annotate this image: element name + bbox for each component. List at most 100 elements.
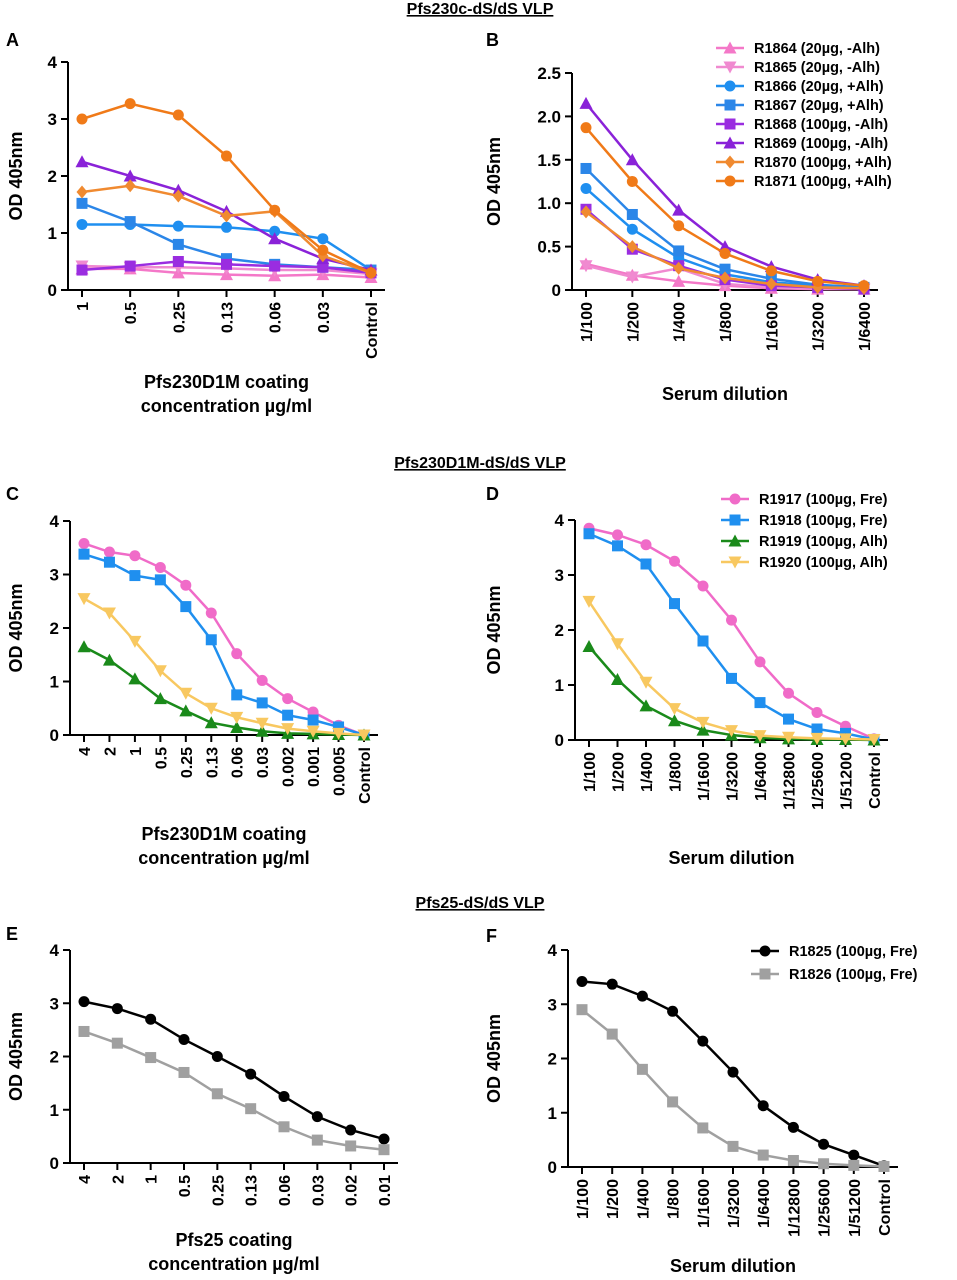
marker: [256, 674, 268, 686]
y-tick-label: 1: [50, 1101, 59, 1120]
x-tick-label: 1/100: [582, 752, 599, 792]
marker: [378, 1133, 390, 1145]
marker: [818, 1158, 830, 1170]
marker: [727, 1140, 739, 1152]
marker: [102, 607, 116, 620]
marker: [111, 1037, 123, 1049]
marker: [612, 529, 623, 541]
marker: [580, 122, 592, 134]
marker: [582, 640, 596, 652]
x-tick-label: 1/400: [672, 302, 689, 342]
x-tick-label: 1/400: [635, 1179, 652, 1219]
marker: [124, 216, 136, 228]
legend-label: R1919 (100µg, Alh): [759, 534, 888, 550]
legend-label: R1920 (100µg, Alh): [759, 555, 888, 571]
y-tick-label: 1: [555, 676, 564, 695]
marker: [667, 1096, 679, 1108]
x-tick-label: 0.25: [210, 1175, 227, 1206]
x-tick-label: 0.002: [281, 747, 298, 787]
marker: [230, 721, 244, 734]
marker: [75, 155, 89, 168]
marker: [757, 1100, 769, 1112]
marker: [782, 731, 795, 744]
x-tick-label: 1/25600: [817, 1179, 834, 1237]
y-axis-label: OD 405nm: [6, 1012, 26, 1101]
marker: [78, 537, 90, 549]
marker: [178, 1066, 190, 1078]
marker: [282, 709, 294, 721]
marker: [811, 723, 823, 735]
marker: [606, 978, 618, 990]
y-tick-label: 4: [548, 941, 558, 960]
legend-marker: [728, 556, 742, 569]
legend-label: R1868 (100µg, -Alh): [754, 117, 888, 133]
legend-marker: [724, 155, 736, 169]
y-tick-label: 2: [50, 1048, 59, 1067]
marker: [378, 1144, 390, 1156]
x-axis-label: Serum dilution: [662, 384, 788, 404]
y-tick-label: 3: [50, 994, 59, 1013]
marker: [811, 707, 823, 718]
marker: [667, 1005, 679, 1017]
y-axis-label: OD 405nm: [484, 1014, 504, 1103]
marker: [783, 713, 794, 725]
marker: [282, 693, 294, 705]
panel-label: D: [486, 484, 499, 504]
y-tick-label: 3: [555, 566, 564, 585]
y-tick-label: 4: [50, 941, 60, 960]
x-tick-label: 0.06: [277, 1175, 294, 1206]
marker: [172, 109, 184, 121]
legend-marker: [759, 968, 771, 980]
marker: [211, 1051, 223, 1062]
x-tick-label: 0.06: [268, 302, 285, 333]
marker: [718, 240, 732, 253]
x-tick-label: 1/200: [611, 752, 628, 792]
marker: [697, 580, 709, 592]
legend-label: R1917 (100µg, Fre): [759, 492, 888, 508]
y-tick-label: 3: [48, 110, 57, 129]
x-tick-label: 0.03: [316, 302, 333, 333]
marker: [576, 1004, 588, 1016]
section-title: Pfs25-dS/dS VLP: [416, 895, 545, 912]
marker: [154, 562, 166, 574]
x-tick-label: 0.06: [230, 747, 247, 778]
x-tick-label: 1/3200: [726, 1179, 743, 1228]
marker: [154, 574, 166, 586]
marker: [810, 732, 824, 745]
x-tick-label: 0.03: [255, 747, 272, 778]
marker: [178, 1033, 190, 1045]
marker: [78, 996, 90, 1008]
x-tick-label: 1/800: [668, 752, 685, 792]
marker: [255, 724, 269, 737]
x-tick-label: 2: [102, 747, 119, 756]
y-tick-label: 4: [50, 512, 60, 531]
x-tick-label: 1/100: [579, 302, 596, 342]
marker: [580, 182, 592, 194]
marker: [221, 150, 232, 162]
series-line: [83, 645, 365, 737]
y-tick-label: 0: [50, 726, 59, 745]
x-axis-label: Pfs230D1M coating: [141, 824, 306, 844]
y-tick-label: 0: [548, 1158, 557, 1177]
marker: [365, 267, 377, 279]
x-tick-label: 0.02: [344, 1175, 361, 1206]
x-axis-label: concentration µg/ml: [141, 396, 312, 416]
marker: [180, 601, 192, 613]
y-tick-label: 3: [548, 995, 557, 1014]
marker: [669, 555, 680, 567]
marker: [878, 1160, 890, 1172]
marker: [124, 179, 136, 193]
marker: [129, 550, 141, 562]
marker: [579, 260, 593, 273]
x-tick-label: 1/1600: [696, 1179, 713, 1228]
y-tick-label: 0: [555, 731, 564, 750]
marker: [221, 221, 232, 233]
marker: [611, 638, 624, 651]
legend-marker: [724, 99, 736, 111]
x-axis-label: concentration µg/ml: [148, 1254, 319, 1274]
marker: [345, 1140, 357, 1152]
series-line: [83, 1000, 385, 1141]
marker: [278, 1090, 290, 1102]
legend-marker: [724, 118, 736, 130]
legend-label: R1826 (100µg, Fre): [789, 967, 918, 983]
